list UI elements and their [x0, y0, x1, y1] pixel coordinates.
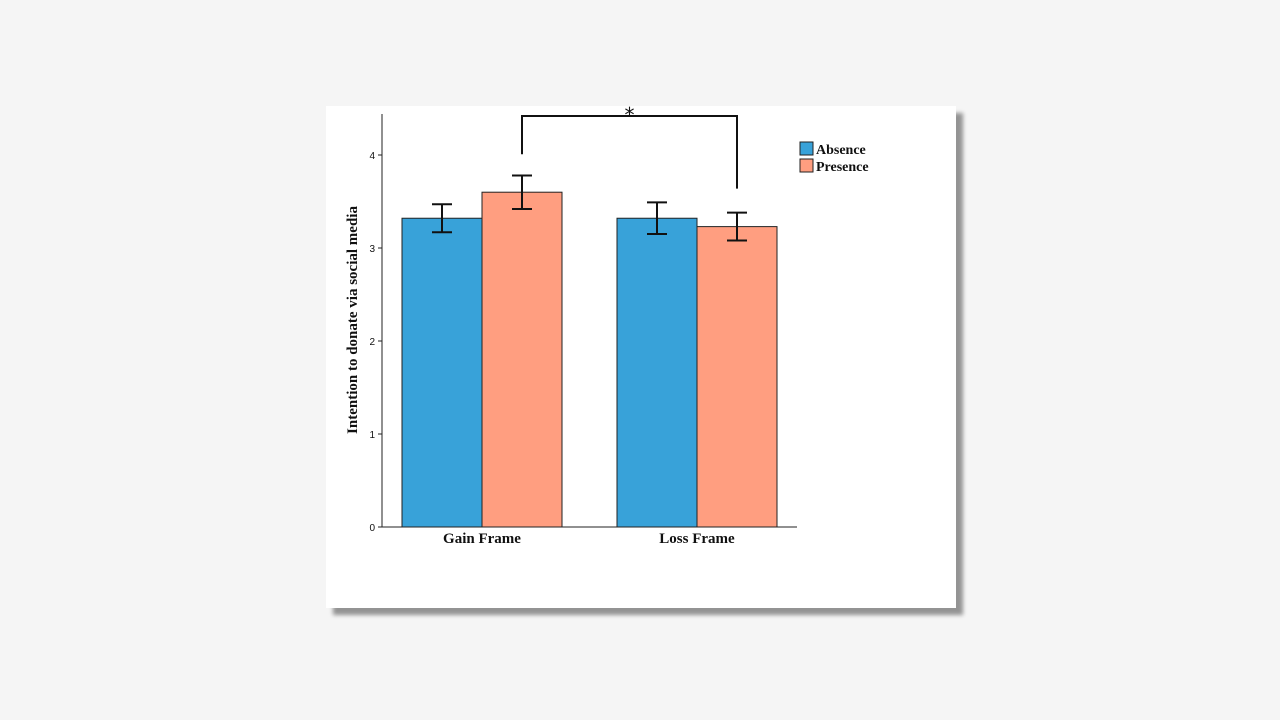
legend-swatch	[799, 141, 814, 156]
error-bars-layer	[432, 174, 747, 242]
y-tick-label: 4	[369, 151, 375, 162]
y-tick-label: 2	[369, 337, 375, 348]
bar	[616, 217, 698, 528]
legend-label: Presence	[816, 160, 869, 175]
legend: Absence Presence	[799, 141, 869, 175]
x-tick-label: Gain Frame	[443, 531, 521, 547]
legend-swatch	[799, 158, 814, 173]
y-tick-label: 1	[369, 430, 375, 441]
significance-layer: *	[521, 103, 738, 189]
y-tick-label: 3	[369, 244, 375, 255]
y-tick-label: 0	[369, 523, 375, 534]
significance-marker: *	[625, 103, 635, 127]
y-axis-title: Intention to donate via social media	[345, 206, 361, 434]
bars-layer	[401, 191, 778, 528]
bar	[696, 226, 778, 528]
bar	[481, 191, 563, 528]
legend-label: Absence	[816, 143, 866, 158]
x-tick-label: Loss Frame	[659, 531, 735, 547]
bar	[401, 217, 483, 528]
axes-layer: Gain Frame Loss Frame 0 1 2 3 4	[369, 114, 797, 547]
significance-bracket	[521, 115, 738, 189]
